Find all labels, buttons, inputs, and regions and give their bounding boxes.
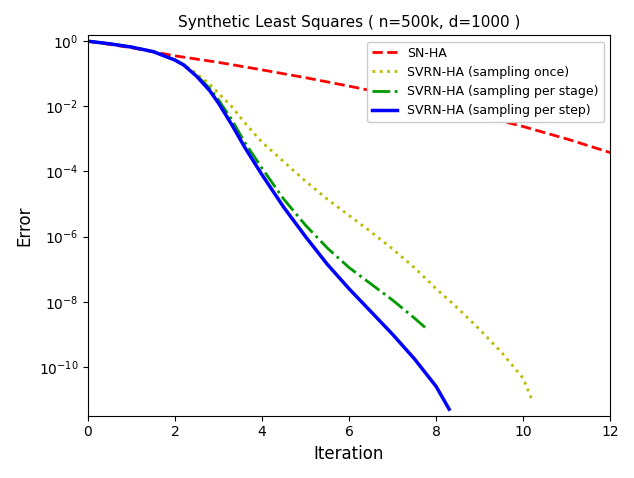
SVRN-HA (sampling per stage) [106,41,113,47]
SVRN-HA (sampling once) [411,265,418,271]
SVRN-HA (sampling per stage) [180,62,188,67]
SN-HA [346,83,353,89]
SVRN-HA (sampling once) [519,375,527,381]
SVRN-HA (sampling once) [367,229,375,235]
SN-HA [476,113,483,119]
Y-axis label: Error: Error [15,205,33,246]
SVRN-HA (sampling once) [280,159,288,164]
SVRN-HA (sampling once) [171,57,179,63]
SVRN-HA (sampling once) [206,81,214,87]
SVRN-HA (sampling per step) [258,172,266,178]
SVRN-HA (sampling per stage) [411,315,418,321]
SVRN-HA (sampling once) [228,103,235,109]
SVRN-HA (sampling per step) [323,261,331,267]
SVRN-HA (sampling per step) [127,44,135,50]
SN-HA [127,45,135,51]
SVRN-HA (sampling per stage) [302,222,309,228]
SVRN-HA (sampling per step) [389,331,396,337]
SVRN-HA (sampling per step) [228,121,235,127]
SVRN-HA (sampling per step) [432,383,440,389]
SVRN-HA (sampling per stage) [346,265,353,271]
SVRN-HA (sampling once) [258,139,266,145]
SVRN-HA (sampling once) [241,120,249,126]
SVRN-HA (sampling per step) [215,100,223,106]
SN-HA [432,102,440,108]
SVRN-HA (sampling once) [432,286,440,292]
SVRN-HA (sampling once) [106,41,113,47]
SVRN-HA (sampling per step) [346,286,353,292]
SVRN-HA (sampling once) [476,326,483,332]
SVRN-HA (sampling once) [302,178,309,184]
SVRN-HA (sampling per stage) [389,297,396,303]
SVRN-HA (sampling once) [498,349,505,355]
Line: SVRN-HA (sampling once): SVRN-HA (sampling once) [88,41,532,400]
SVRN-HA (sampling per step) [302,234,309,239]
SVRN-HA (sampling per stage) [150,49,157,54]
SVRN-HA (sampling per step) [193,74,200,79]
SVRN-HA (sampling per step) [367,309,375,315]
SVRN-HA (sampling once) [454,305,462,311]
SVRN-HA (sampling once) [150,49,157,54]
SVRN-HA (sampling once) [389,246,396,252]
SN-HA [389,92,396,98]
SVRN-HA (sampling per stage) [367,281,375,287]
SVRN-HA (sampling per stage) [424,326,431,332]
Line: SVRN-HA (sampling per stage): SVRN-HA (sampling per stage) [88,41,427,329]
SVRN-HA (sampling per step) [241,144,249,150]
SN-HA [258,67,266,73]
SN-HA [519,124,527,130]
Title: Synthetic Least Squares ( n=500k, d=1000 ): Synthetic Least Squares ( n=500k, d=1000… [178,15,521,30]
SVRN-HA (sampling per stage) [215,97,223,103]
SVRN-HA (sampling per stage) [171,57,179,63]
SVRN-HA (sampling per stage) [206,86,214,91]
SVRN-HA (sampling once) [215,90,223,96]
SVRN-HA (sampling once) [84,38,92,44]
SN-HA [563,136,571,142]
Legend: SN-HA, SVRN-HA (sampling once), SVRN-HA (sampling per stage), SVRN-HA (sampling : SN-HA, SVRN-HA (sampling once), SVRN-HA … [368,42,604,122]
SVRN-HA (sampling per stage) [193,73,200,78]
SVRN-HA (sampling per step) [280,205,288,210]
SN-HA [302,75,309,80]
SVRN-HA (sampling per step) [445,406,453,412]
SVRN-HA (sampling per stage) [228,117,235,122]
SVRN-HA (sampling per stage) [258,165,266,171]
SVRN-HA (sampling once) [346,213,353,218]
SVRN-HA (sampling per stage) [323,245,331,251]
SVRN-HA (sampling once) [127,44,135,50]
SN-HA [171,53,179,59]
SVRN-HA (sampling per stage) [241,139,249,145]
X-axis label: Iteration: Iteration [314,445,384,463]
Line: SVRN-HA (sampling per step): SVRN-HA (sampling per step) [88,41,449,409]
SVRN-HA (sampling per step) [180,62,188,68]
SVRN-HA (sampling per step) [206,88,214,94]
SN-HA [84,38,92,44]
SVRN-HA (sampling per step) [106,41,113,47]
SVRN-HA (sampling once) [193,71,200,76]
SVRN-HA (sampling once) [180,62,188,67]
SVRN-HA (sampling once) [323,196,331,202]
Line: SN-HA: SN-HA [88,41,610,152]
SVRN-HA (sampling per step) [150,49,157,54]
SVRN-HA (sampling once) [528,397,536,402]
SN-HA [606,150,614,155]
SVRN-HA (sampling per stage) [84,38,92,44]
SVRN-HA (sampling per step) [171,57,179,63]
SVRN-HA (sampling per stage) [127,44,135,50]
SVRN-HA (sampling per step) [411,356,418,361]
SN-HA [215,59,223,65]
SVRN-HA (sampling per stage) [280,196,288,202]
SVRN-HA (sampling per step) [84,38,92,44]
